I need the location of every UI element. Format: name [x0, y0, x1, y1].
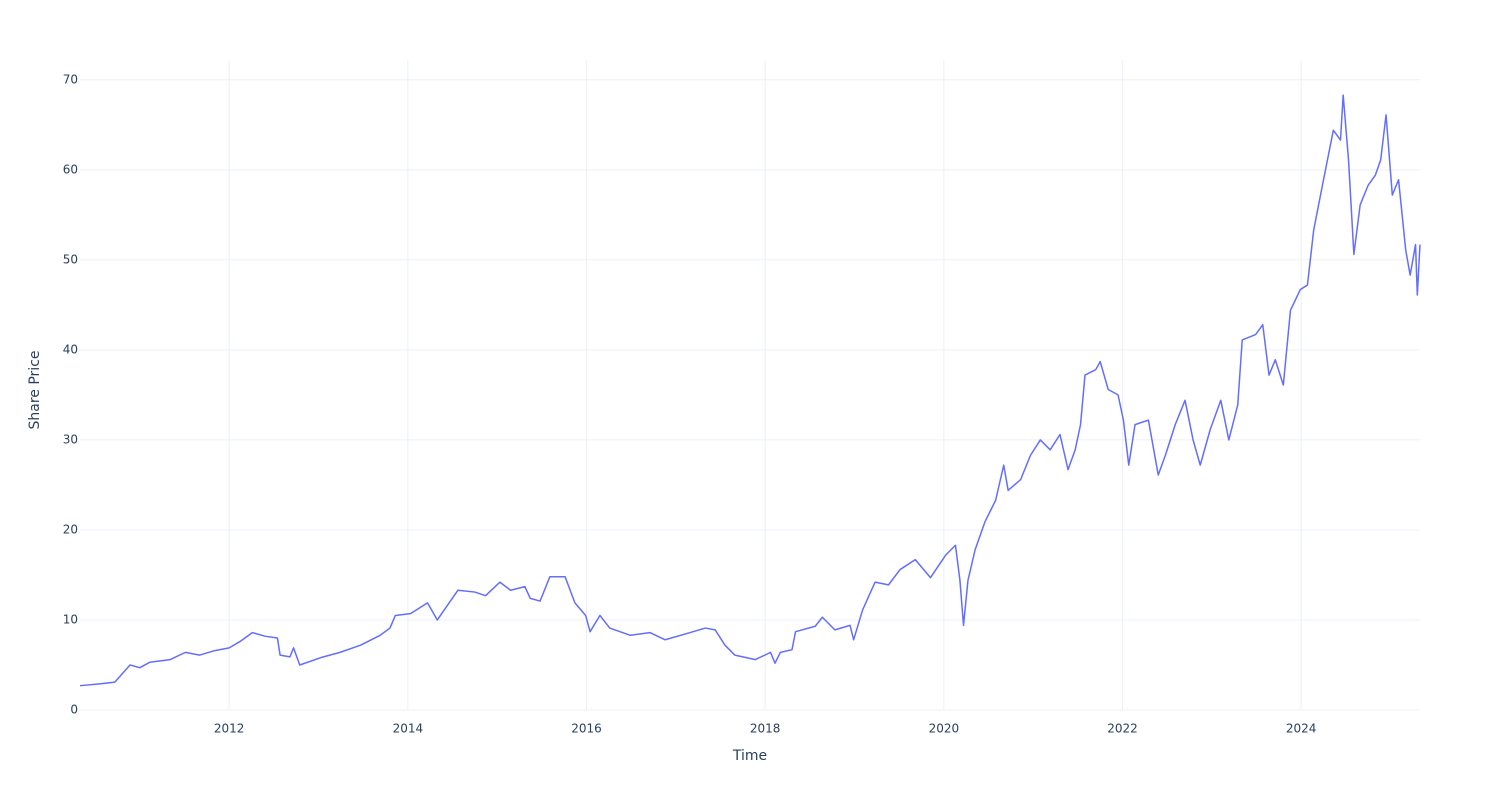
y-tick-label: 60	[63, 162, 78, 176]
y-tick-label: 30	[63, 432, 78, 446]
y-tick-label: 40	[63, 342, 78, 356]
x-tick-label: 2020	[929, 722, 960, 736]
y-axis-title: Share Price	[27, 350, 43, 429]
y-tick-label: 50	[63, 252, 78, 266]
y-tick-label: 0	[70, 703, 78, 717]
y-tick-label: 10	[63, 612, 78, 626]
x-tick-label: 2022	[1107, 722, 1138, 736]
y-tick-label: 20	[63, 522, 78, 536]
x-tick-label: 2014	[393, 722, 424, 736]
x-tick-label: 2024	[1286, 722, 1317, 736]
x-axis-title: Time	[732, 748, 767, 764]
price-line	[79, 94, 1421, 687]
x-tick-label: 2016	[571, 722, 602, 736]
x-tick-label: 2012	[214, 722, 245, 736]
y-tick-label: 70	[63, 72, 78, 86]
x-tick-label: 2018	[750, 722, 781, 736]
